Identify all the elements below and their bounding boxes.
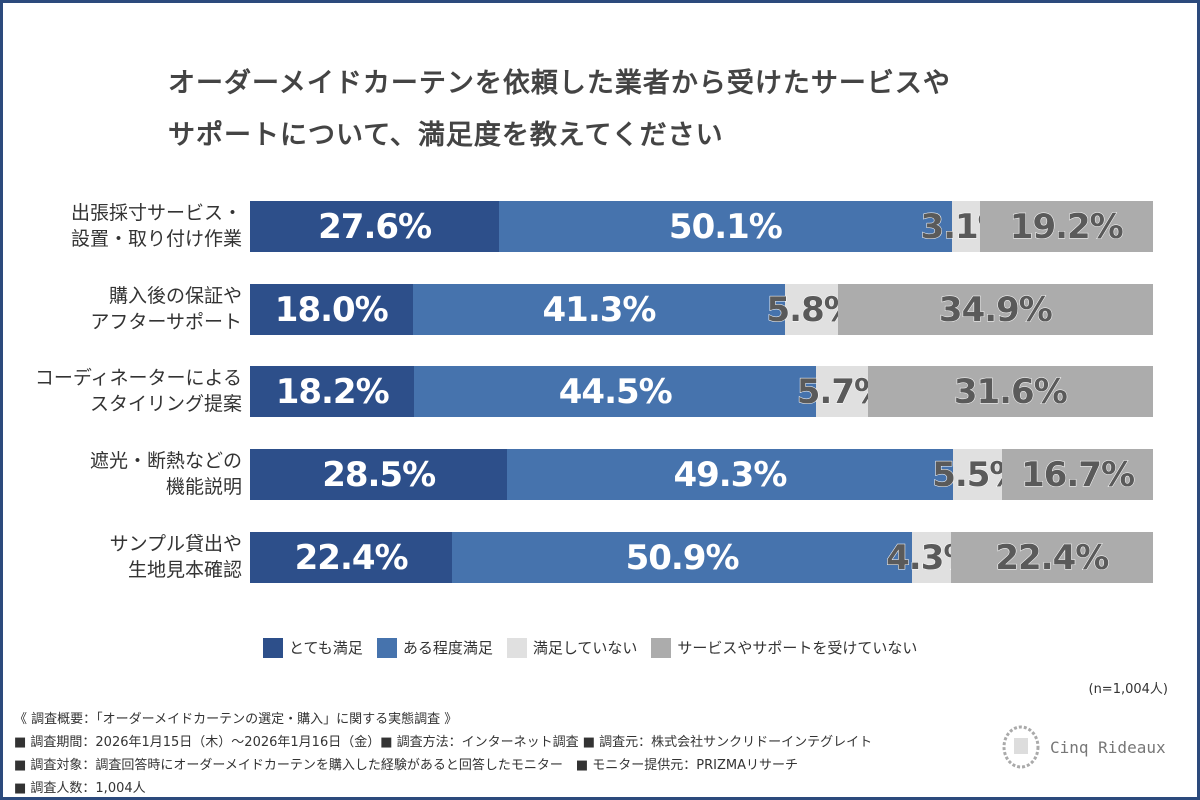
- legend-label: 満足していない: [532, 639, 638, 657]
- legend-item: 満足していない: [506, 637, 638, 658]
- legend-label: ある程度満足: [402, 639, 493, 657]
- category-label-line: 出張採寸サービス・: [70, 202, 242, 224]
- legend: とても満足 ある程度満足 満足していない サービスやサポートを受けていない: [263, 637, 917, 658]
- category-label-line: サンプル貸出や: [109, 533, 242, 555]
- data-label: 19.2%: [1009, 206, 1124, 247]
- laurel-logo-icon: [1002, 725, 1040, 769]
- bar-segment: 4.3%: [886, 532, 978, 583]
- bar-segment: 19.2%: [979, 201, 1153, 252]
- bar-segment: 3.1%: [920, 201, 1012, 252]
- bar-segment: 18.0%: [250, 284, 413, 335]
- data-label: 22.4%: [294, 537, 409, 578]
- bar-row: 18.0% 41.3% 5.8% 34.9%: [250, 284, 1153, 335]
- chart-title: オーダーメイドカーテンを依頼した業者から受けたサービスや サポートについて、満足…: [168, 58, 951, 162]
- category-label: 購入後の保証やアフターサポート: [20, 283, 242, 335]
- data-label: 41.3%: [542, 289, 657, 330]
- bar-segment: 28.5%: [250, 449, 508, 500]
- bar-segment: 16.7%: [1002, 449, 1153, 500]
- sample-size-note: (n=1,004人): [1088, 682, 1169, 697]
- bar-row: 18.2% 44.5% 5.7% 31.6%: [250, 366, 1153, 417]
- data-label: 49.3%: [673, 454, 787, 495]
- legend-label: サービスやサポートを受けていない: [677, 639, 918, 657]
- bar-segment: 34.9%: [837, 284, 1153, 335]
- bar-segment: 5.5%: [932, 449, 1024, 500]
- category-label-line: 購入後の保証や: [108, 285, 242, 307]
- legend-label: とても満足: [289, 639, 363, 657]
- data-label: 34.9%: [938, 289, 1053, 330]
- data-label: 27.6%: [318, 206, 432, 247]
- title-line-1: オーダーメイドカーテンを依頼した業者から受けたサービスや: [168, 68, 951, 99]
- footer-line-1: 《 調査概要：「オーダーメイドカーテンの選定・購入」に関する実態調査 》: [14, 712, 458, 727]
- data-label: 50.9%: [625, 537, 740, 578]
- bar-row: 27.6% 50.1% 3.1% 19.2%: [250, 201, 1153, 252]
- bar-segment: 50.9%: [452, 532, 912, 583]
- data-label: 18.2%: [275, 371, 390, 412]
- logo: Cinq Rideaux: [1000, 724, 1166, 770]
- data-label: 44.5%: [558, 371, 673, 412]
- data-label: 22.4%: [995, 537, 1110, 578]
- category-label-line: アフターサポート: [90, 311, 242, 333]
- legend-swatch: [263, 637, 283, 658]
- category-label-line: スタイリング提案: [89, 393, 242, 415]
- bar-segment: 49.3%: [507, 449, 953, 500]
- bar-segment: 50.1%: [499, 201, 952, 252]
- data-label: 50.1%: [668, 206, 783, 247]
- bar-segment: 5.7%: [796, 366, 889, 417]
- title-line-2: サポートについて、満足度を教えてください: [168, 120, 724, 151]
- category-label-line: 設置・取り付け作業: [70, 228, 242, 250]
- bar-segment: 41.3%: [412, 284, 786, 335]
- bar-segment: 22.4%: [950, 532, 1153, 583]
- footer-line-3: ■ 調査対象：調査回答時にオーダーメイドカーテンを購入した経験があると回答したモ…: [14, 758, 799, 773]
- bar-segment: 5.8%: [766, 284, 858, 335]
- category-label: 遮光・断熱などの機能説明: [20, 448, 242, 500]
- legend-swatch: [506, 637, 527, 658]
- bar-segment: 44.5%: [414, 366, 817, 417]
- logo-text: Cinq Rideaux: [1050, 737, 1166, 757]
- bar-segment: 18.2%: [250, 366, 415, 417]
- category-label-line: コーディネーターによる: [34, 367, 242, 389]
- bar-segment: 22.4%: [250, 532, 453, 583]
- data-label: 31.6%: [953, 371, 1068, 412]
- category-label: 出張採寸サービス・ 設置・取り付け作業: [20, 200, 242, 252]
- legend-item: ある程度満足: [376, 637, 493, 658]
- category-label: サンプル貸出や生地見本確認: [20, 531, 242, 583]
- footer-line-2: ■ 調査期間：2026年1月15日（木）～2026年1月16日（金）■ 調査方法…: [14, 735, 873, 750]
- data-label: 18.0%: [274, 289, 389, 330]
- legend-item: サービスやサポートを受けていない: [651, 637, 917, 658]
- bar-row: 22.4% 50.9% 4.3% 22.4%: [250, 532, 1153, 583]
- footer-line-4: ■ 調査人数：1,004人: [14, 781, 146, 796]
- legend-swatch: [651, 637, 672, 658]
- category-label: コーディネーターによるスタイリング提案: [20, 365, 242, 417]
- bar-segment: 27.6%: [250, 201, 500, 252]
- category-label-line: 遮光・断熱などの: [89, 450, 242, 472]
- legend-swatch: [376, 637, 397, 658]
- category-label-line: 生地見本確認: [127, 559, 242, 581]
- data-label: 28.5%: [322, 454, 436, 495]
- data-label: 16.7%: [1021, 454, 1136, 495]
- category-label-line: 機能説明: [165, 476, 242, 498]
- legend-item: とても満足: [263, 637, 363, 658]
- bar-row: 28.5% 49.3% 5.5% 16.7%: [250, 449, 1153, 500]
- bar-segment: 31.6%: [867, 366, 1153, 417]
